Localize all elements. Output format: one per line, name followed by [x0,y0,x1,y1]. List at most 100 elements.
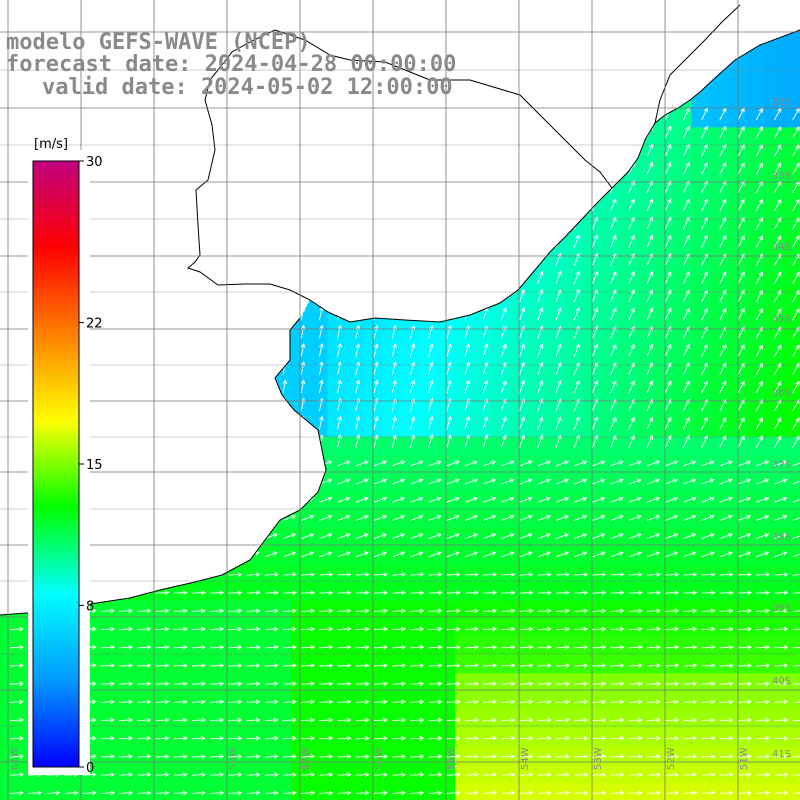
wind-arrow [628,416,635,430]
field-cell [782,764,800,784]
wind-arrow [373,681,388,686]
wind-arrow [719,180,727,194]
wind-arrow [519,663,534,668]
wind-arrow [428,415,434,430]
field-cell [382,764,401,784]
wind-arrow [9,790,24,796]
field-cell [564,637,583,656]
wind-arrow [719,754,734,759]
wind-arrow [428,681,443,686]
wind-arrow [173,790,188,796]
wind-arrow [792,217,800,230]
field-cell [673,436,693,456]
field-cell [764,182,784,201]
field-cell [291,527,310,547]
field-cell [600,236,620,256]
wind-arrow [755,162,763,175]
field-cell [145,728,165,747]
field-cell [327,400,347,420]
wind-arrow [719,460,733,467]
wind-arrow [664,271,672,284]
wind-arrow [191,626,206,632]
field-cell [782,564,800,583]
wind-arrow [9,663,24,668]
wind-arrow [792,198,800,212]
field-cell [618,746,638,765]
field-cell [527,582,547,602]
wind-arrow [774,514,788,521]
field-cell [163,673,183,693]
field-cell [345,436,365,456]
field-cell [728,782,747,800]
wind-arrow [464,416,471,430]
wind-arrow [501,496,515,503]
wind-arrow [701,198,708,212]
wind-arrow [264,608,279,614]
wind-arrow [519,496,533,503]
wind-arrow [337,460,351,467]
wind-arrow [719,590,734,595]
wind-arrow [428,572,443,577]
field-cell [109,728,128,747]
wind-arrow [191,644,206,650]
field-cell [673,327,693,347]
field-cell [473,345,492,365]
wind-arrow [719,307,727,321]
field-cell [400,600,420,620]
wind-arrow [355,379,361,394]
wind-arrow [537,533,551,540]
wind-arrow [665,754,680,759]
wind-arrow [392,496,406,503]
field-cell [473,509,492,529]
wind-arrow [774,180,782,194]
field-cell [309,709,329,729]
field-cell [400,673,420,693]
wind-arrow [100,699,115,705]
field-cell [691,382,711,401]
wind-arrow [665,572,680,577]
field-cell [600,473,620,492]
field-cell [709,109,729,128]
field-cell [637,764,656,784]
field-cell [618,546,638,565]
field-cell [455,691,474,711]
wind-arrow [774,162,782,175]
wind-arrow [373,496,388,503]
wind-arrow [719,644,734,650]
field-cell [564,546,583,565]
wind-arrow [664,416,672,430]
wind-arrow [464,590,479,595]
wind-arrow [464,626,479,632]
field-cell [709,637,729,656]
field-cell [637,782,656,800]
field-cell [691,236,711,256]
wind-arrow [155,590,170,595]
field-cell [254,782,274,800]
wind-arrow [464,663,479,668]
field-cell [127,655,147,674]
field-cell [127,764,147,784]
field-cell [418,637,438,656]
field-cell [709,673,729,693]
field-cell [782,509,800,529]
wind-arrow [392,590,407,595]
wind-arrow [555,478,570,485]
field-cell [473,746,492,765]
wind-arrow [774,216,782,230]
wind-arrow [119,790,134,796]
wind-arrow [573,307,580,321]
field-cell [218,582,238,602]
wind-arrow [428,460,442,467]
field-cell [618,218,638,238]
field-cell [273,564,292,583]
field-cell [564,400,583,420]
field-cell [400,691,420,711]
field-cell [327,709,347,729]
wind-arrow [701,590,716,595]
wind-arrow [464,772,479,777]
wind-arrow [701,644,716,650]
field-cell [600,382,620,401]
wind-arrow [246,772,261,777]
wind-arrow [591,434,599,448]
